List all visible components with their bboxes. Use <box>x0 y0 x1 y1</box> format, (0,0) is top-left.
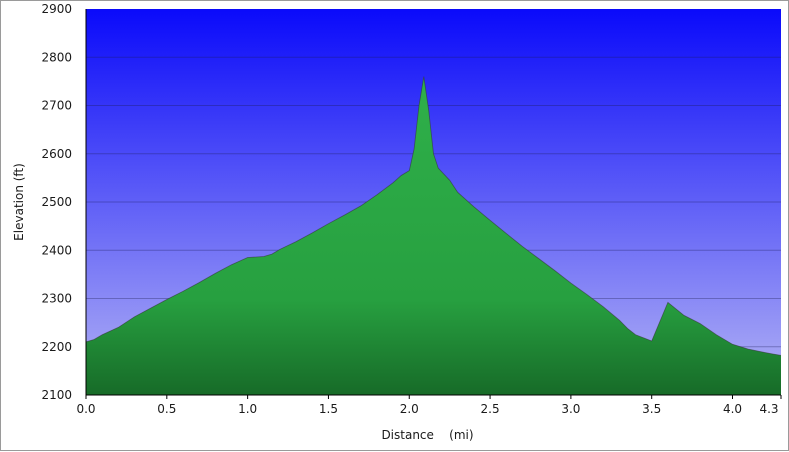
x-tick-label: 3.5 <box>642 402 661 416</box>
x-tick-label: 2.5 <box>481 402 500 416</box>
y-tick-label: 2500 <box>41 195 72 209</box>
y-axis-title: Elevation (ft) <box>12 163 26 241</box>
y-tick-label: 2200 <box>41 340 72 354</box>
x-tick-label: 3.0 <box>561 402 580 416</box>
x-axis-title: Distance (mi) <box>381 428 473 442</box>
y-tick-label: 2800 <box>41 50 72 64</box>
x-tick-label: 4.0 <box>723 402 742 416</box>
x-tick-label: 0.0 <box>76 402 95 416</box>
x-tick-label: 1.5 <box>319 402 338 416</box>
y-tick-label: 2400 <box>41 243 72 257</box>
x-tick-labels: 0.0 0.5 1.0 1.5 2.0 2.5 3.0 3.5 4.0 4.3 <box>76 395 782 416</box>
y-tick-label: 2600 <box>41 147 72 161</box>
x-tick-label: 1.0 <box>238 402 257 416</box>
y-tick-label: 2900 <box>41 2 72 16</box>
y-tick-labels: 2100 2200 2300 2400 2500 2600 2700 2800 2900 <box>41 2 72 402</box>
elevation-area <box>86 76 781 395</box>
y-tick-label: 2100 <box>41 388 72 402</box>
y-tick-label: 2700 <box>41 99 72 113</box>
x-tick-label: 0.5 <box>157 402 176 416</box>
x-tick-label: 4.3 <box>759 402 778 416</box>
y-tick-label: 2300 <box>41 292 72 306</box>
elevation-line <box>85 76 782 356</box>
x-tick-label: 2.0 <box>400 402 419 416</box>
